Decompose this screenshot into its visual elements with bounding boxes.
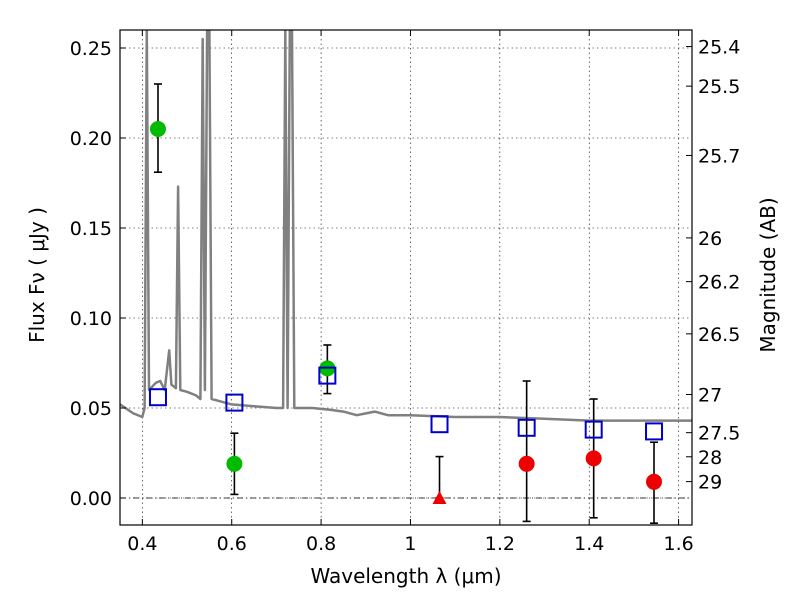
model-flux-marker [318, 366, 337, 385]
model-flux-marker [148, 388, 167, 407]
model-flux-marker [517, 418, 536, 437]
data-point [646, 473, 663, 490]
plot-frame [119, 29, 693, 526]
y2-tick-label: 25.5 [698, 76, 740, 98]
y2-tick-label: 25.7 [698, 145, 740, 167]
y2-tick-label: 27 [698, 385, 722, 407]
axes: 0.4 0.6 0.8 1 1.2 1.4 1.6 0.00 0.05 0.10 0.15 0.20 0… [70, 30, 740, 555]
y2-tick-label: 26 [698, 228, 722, 250]
upper-limit-marker [432, 491, 447, 504]
y-axis-label: Flux Fν ( μJy ) [25, 207, 49, 343]
model-flux-marker [225, 393, 244, 412]
y2-tick-label: 26.2 [698, 272, 740, 294]
y2-tick-label: 28 [698, 447, 722, 469]
x-axis-label: Wavelength λ (μm) [310, 564, 501, 588]
model-flux-marker [584, 420, 603, 439]
y-tick-label: 0.25 [70, 38, 112, 60]
x-tick-label: 0.8 [306, 533, 336, 555]
y2-tick-label: 26.5 [698, 324, 740, 346]
x-tick-label: 1.6 [663, 533, 693, 555]
y-tick-label: 0.10 [70, 308, 112, 330]
y2-tick-label: 29 [698, 472, 722, 494]
y2-tick-label: 25.4 [698, 37, 740, 59]
model-flux-marker [430, 415, 449, 434]
y2-axis-label: Magnitude (AB) [756, 197, 780, 352]
x-tick-label: 0.6 [217, 533, 247, 555]
plot-area [120, 30, 692, 525]
y2-tick-label: 27.5 [698, 423, 740, 445]
y-tick-label: 0.20 [70, 128, 112, 150]
y-tick-label: 0.15 [70, 218, 112, 240]
grid [120, 30, 692, 525]
model-flux-marker [645, 422, 664, 441]
y-tick-label: 0.00 [70, 488, 112, 510]
x-tick-label: 1 [404, 533, 416, 555]
data-point [149, 121, 166, 137]
x-tick-label: 0.4 [127, 533, 157, 555]
y-tick-label: 0.05 [70, 398, 112, 420]
x-tick-label: 1.2 [485, 533, 515, 555]
data-point [518, 455, 535, 472]
sed-spectrum-line [120, 30, 692, 422]
x-tick-label: 1.4 [574, 533, 604, 555]
data-point [585, 450, 602, 467]
data-point [226, 455, 243, 472]
